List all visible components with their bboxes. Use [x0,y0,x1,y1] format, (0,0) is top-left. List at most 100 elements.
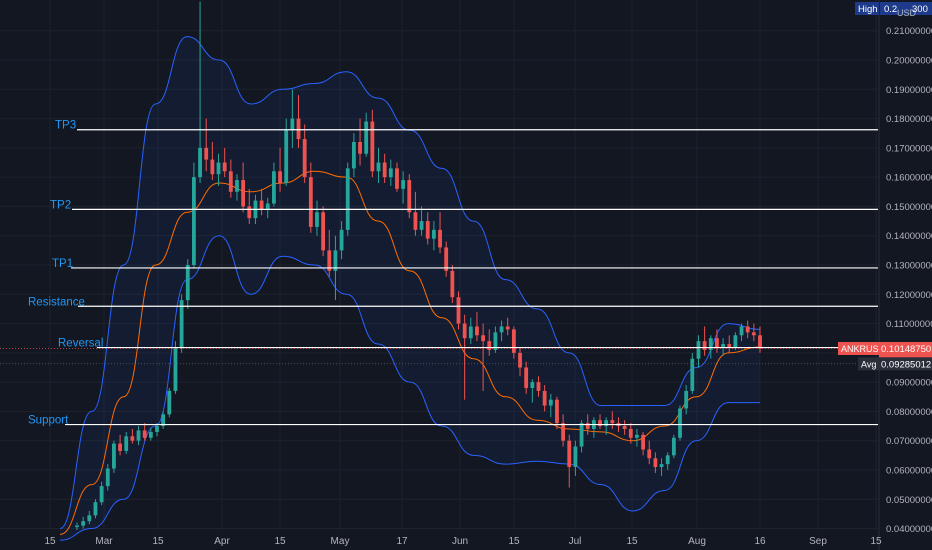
candle-body [118,443,122,451]
time-tick-label: 15 [274,536,286,547]
candle-body [438,229,442,248]
candle-body [148,431,153,438]
bollinger-fill [60,36,760,541]
last-price-tag-value: 0.10148750 [881,344,931,355]
candle-body [302,139,307,178]
price-tick-label: 0.05000000 [886,495,932,506]
candle-body [75,525,79,528]
candle-body [198,147,202,178]
candle-body [665,455,670,465]
candle-body [462,323,467,339]
candle-body [321,212,326,251]
candle-body [530,382,535,388]
avg-tag-label: Avg [861,359,876,369]
price-tick-label: 0.21000000 [886,26,932,37]
candle-body [468,326,473,339]
avg-tag-value-box [879,357,932,371]
time-tick-label: 16 [754,536,766,547]
candle-body [222,162,227,172]
candle-body [450,270,455,298]
candle-body [585,423,590,429]
price-tick-label: 0.15000000 [886,202,932,213]
candle-body [733,335,738,347]
price-tick-label: 0.12000000 [886,290,932,301]
candle-body [727,344,732,347]
high-tag-value: 0.2 [884,4,897,15]
price-tick-label: 0.09000000 [886,378,932,389]
candle-body [364,121,369,154]
candle-body [542,390,547,406]
time-tick-label: Jul [569,536,582,547]
candle-body [548,399,553,406]
candle-body [431,229,436,239]
candle-body [407,180,412,213]
candle-body [124,436,129,451]
candle-body [622,426,627,429]
candle-body [456,297,461,324]
candle-body [499,326,504,333]
candle-body [271,171,276,204]
candle-body [327,250,332,271]
high-tag-value-tail: 300 [912,4,928,15]
time-tick-label: Jun [452,536,468,547]
candle-body [653,458,658,468]
candle-body [351,142,356,169]
candle-body [370,121,375,172]
level-lines[interactable]: TP3 TP2 TP1 Resistance Reversal Support [28,120,878,427]
avg-tag-value: 0.09285012 [881,359,931,370]
candle-body [715,338,719,347]
candle-body [604,420,609,427]
candle-body [315,212,319,227]
candle-body [524,367,529,388]
candle-body [555,399,559,424]
level-label-tp2: TP2 [50,199,71,211]
candle-body [598,420,602,427]
candle-body [142,430,147,438]
price-tick-label: 0.18000000 [886,114,932,125]
time-tick-label: Apr [214,536,230,547]
candle-body [745,326,750,333]
level-label-tp3: TP3 [55,120,76,132]
candle-body [702,341,707,350]
candle-body [628,428,633,438]
candle-body [216,162,221,175]
time-tick-label: 15 [152,536,164,547]
candle-body [87,515,92,522]
level-label-tp1: TP1 [52,258,73,270]
price-tick-label: 0.04000000 [886,524,932,535]
candle-body [284,130,289,184]
candle-body [487,341,492,350]
candle-body [192,177,196,265]
candle-body [247,206,252,219]
price-tick-label: 0.06000000 [886,465,932,476]
candle-body [493,332,498,350]
candle-body [413,212,418,230]
candle-body [155,426,159,432]
price-tick-label: 0.19000000 [886,85,932,96]
candle-body [296,118,301,140]
level-label-reversal: Reversal [58,338,103,350]
candle-body [358,142,362,154]
candle-body [278,171,282,184]
level-label-support: Support [28,415,69,427]
price-tick-label: 0.20000000 [886,56,932,67]
candle-body [395,168,399,189]
candle-body [388,168,393,178]
candle-body [641,434,645,450]
bollinger-bands [59,36,761,541]
high-tag-value-box [880,2,932,15]
candle-body [758,335,762,349]
candle-body [81,521,86,526]
candle-body [475,326,479,336]
candle-body [235,180,239,192]
candle-body [345,168,350,230]
time-tick-label: 17 [396,536,408,547]
price-tags: High0.2USD300ANKRUSD0.101487500.10109000… [0,2,932,371]
price-scale-background[interactable] [879,0,932,550]
candle-body [376,162,381,172]
candle-body [505,326,510,330]
price-tick-label: 0.08000000 [886,407,932,418]
candle-body [259,200,264,210]
